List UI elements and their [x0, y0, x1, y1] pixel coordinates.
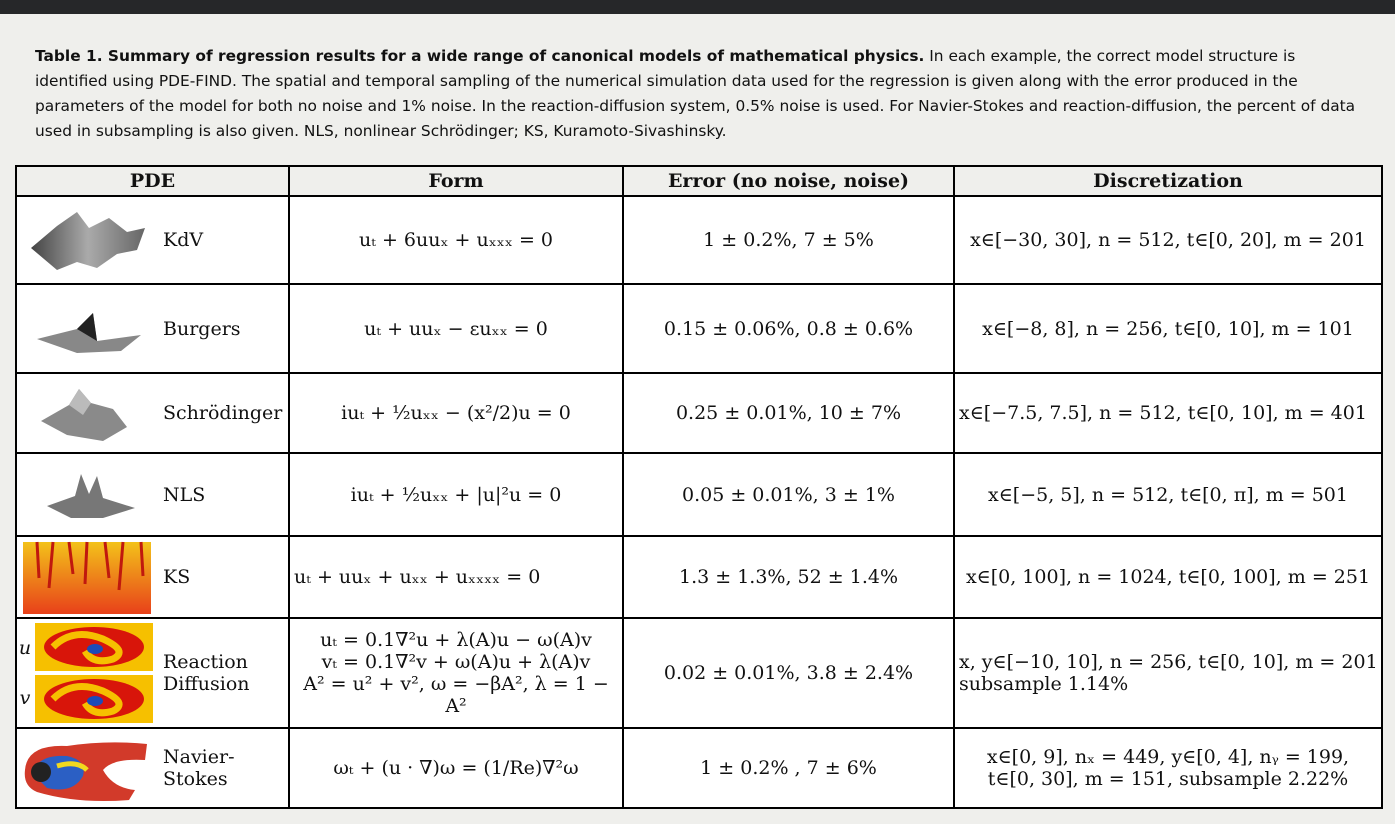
row: Schrödinger iuₜ + ½uₓₓ − (x²/2)u = 0 0.2…	[15, 372, 1383, 454]
pde-name: Burgers	[163, 317, 241, 340]
thumbnail	[23, 541, 151, 614]
pde-cell: KS	[15, 535, 290, 619]
form-cell: iuₜ + ½uₓₓ + |u|²u = 0	[288, 452, 624, 537]
pde-name: Diffusion	[163, 673, 250, 695]
pde-cell: KdV	[15, 195, 290, 285]
error-cell: 1 ± 0.2% , 7 ± 6%	[622, 727, 955, 809]
form-line: vₜ = 0.1∇²v + ω(A)u + λ(A)v	[321, 651, 591, 673]
pde-cell: u v Reaction Diffusion	[15, 617, 290, 729]
row: Navier- Stokes ωₜ + (u · ∇)ω = (1/Re)∇²ω …	[15, 727, 1383, 809]
header-row: PDE Form Error (no noise, noise) Discret…	[15, 165, 1383, 197]
error-cell: 0.05 ± 0.01%, 3 ± 1%	[622, 452, 955, 537]
discretization-line: subsample 1.14%	[959, 673, 1129, 695]
error-cell: 0.15 ± 0.06%, 0.8 ± 0.6%	[622, 283, 955, 374]
discretization-cell: x∈[0, 9], nₓ = 449, y∈[0, 4], nᵧ = 199, t…	[953, 727, 1383, 809]
discretization-line: x∈[0, 9], nₓ = 449, y∈[0, 4], nᵧ = 199,	[986, 746, 1350, 768]
form-line: A² = u² + v², ω = −βA², λ = 1 − A²	[303, 673, 609, 717]
pde-name: KS	[163, 566, 191, 588]
discretization-cell: x∈[−7.5, 7.5], n = 512, t∈[0, 10], m = 4…	[953, 372, 1383, 454]
caption-text: In each example, the correct model struc…	[35, 47, 1356, 140]
pde-name: Stokes	[163, 768, 228, 790]
pde-name: NLS	[163, 483, 206, 506]
discretization-line: t∈[0, 30], m = 151, subsample 2.22%	[987, 768, 1349, 790]
header-cell: PDE	[15, 165, 290, 197]
pde-name: Schrödinger	[163, 402, 283, 424]
form-cell: uₜ + 6uuₓ + uₓₓₓ = 0	[288, 195, 624, 285]
row: Burgers uₜ + uuₓ − εuₓₓ = 0 0.15 ± 0.06%…	[15, 283, 1383, 374]
image-label: v	[19, 687, 31, 709]
pde-cell: NLS	[15, 452, 290, 537]
pde-cell: Schrödinger	[15, 372, 290, 454]
image-label: u	[18, 637, 32, 659]
caption: Table 1. Summary of regression results f…	[35, 44, 1370, 144]
results-table: PDE Form Error (no noise, noise) Discret…	[15, 165, 1383, 809]
form-line: uₜ = 0.1∇²u + λ(A)u − ω(A)v	[320, 629, 592, 651]
top-bar	[0, 0, 1395, 14]
thumbnail	[47, 473, 135, 518]
row: KdV uₜ + 6uuₓ + uₓₓₓ = 0 1 ± 0.2%, 7 ± 5…	[15, 195, 1383, 285]
error-cell: 1.3 ± 1.3%, 52 ± 1.4%	[622, 535, 955, 619]
thumbnail	[37, 312, 141, 353]
form-cell: uₜ = 0.1∇²u + λ(A)u − ω(A)v vₜ = 0.1∇²v +…	[288, 617, 624, 729]
discretization-cell: x∈[0, 100], n = 1024, t∈[0, 100], m = 25…	[953, 535, 1383, 619]
caption-title: Table 1. Summary of regression results f…	[35, 47, 925, 65]
pde-cell: Navier- Stokes	[15, 727, 290, 809]
pde-name: KdV	[163, 229, 204, 251]
pde-name: Navier-	[163, 746, 235, 768]
pde-name: Reaction	[163, 651, 248, 673]
discretization-cell: x∈[−8, 8], n = 256, t∈[0, 10], m = 101	[953, 283, 1383, 374]
thumbnail	[31, 212, 145, 270]
row: NLS iuₜ + ½uₓₓ + |u|²u = 0 0.05 ± 0.01%,…	[15, 452, 1383, 537]
form-cell: ωₜ + (u · ∇)ω = (1/Re)∇²ω	[288, 727, 624, 809]
discretization-cell: x∈[−30, 30], n = 512, t∈[0, 20], m = 201	[953, 195, 1383, 285]
discretization-cell: x∈[−5, 5], n = 512, t∈[0, π], m = 501	[953, 452, 1383, 537]
error-cell: 0.02 ± 0.01%, 3.8 ± 2.4%	[622, 617, 955, 729]
discretization-line: x, y∈[−10, 10], n = 256, t∈[0, 10], m = …	[959, 651, 1378, 673]
form-cell: iuₜ + ½uₓₓ − (x²/2)u = 0	[288, 372, 624, 454]
header-cell: Error (no noise, noise)	[622, 165, 955, 197]
error-cell: 0.25 ± 0.01%, 10 ± 7%	[622, 372, 955, 454]
row: u v Reaction Diffusion uₜ = 0.1∇²u + λ(A)u…	[15, 617, 1383, 729]
discretization-cell: x, y∈[−10, 10], n = 256, t∈[0, 10], m = …	[953, 617, 1383, 729]
header-cell: Discretization	[953, 165, 1383, 197]
pde-cell: Burgers	[15, 283, 290, 374]
row: KS uₜ + uuₓ + uₓₓ + uₓₓₓₓ = 0 1.3 ± 1.3%…	[15, 535, 1383, 619]
thumbnail	[35, 623, 153, 723]
form-cell: uₜ + uuₓ − εuₓₓ = 0	[288, 283, 624, 374]
thumbnail	[24, 742, 147, 801]
thumbnail	[41, 389, 127, 441]
error-cell: 1 ± 0.2%, 7 ± 5%	[622, 195, 955, 285]
header-cell: Form	[288, 165, 624, 197]
form-cell: uₜ + uuₓ + uₓₓ + uₓₓₓₓ = 0	[288, 535, 624, 619]
